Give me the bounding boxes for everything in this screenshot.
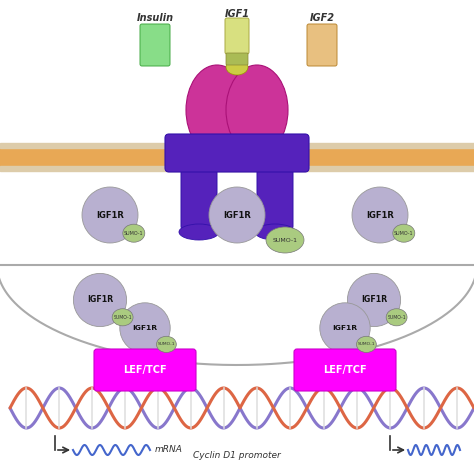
Ellipse shape xyxy=(186,65,248,155)
Bar xyxy=(0,143,474,148)
FancyBboxPatch shape xyxy=(294,349,396,391)
Ellipse shape xyxy=(226,59,248,75)
FancyBboxPatch shape xyxy=(257,167,293,230)
Text: IGF1R: IGF1R xyxy=(223,210,251,219)
Text: IGF1R: IGF1R xyxy=(361,295,387,304)
FancyBboxPatch shape xyxy=(226,53,248,65)
FancyBboxPatch shape xyxy=(140,24,170,66)
Text: SUMO-1: SUMO-1 xyxy=(113,315,132,320)
Text: IGF2: IGF2 xyxy=(310,13,335,23)
Ellipse shape xyxy=(156,336,176,353)
Text: SUMO-1: SUMO-1 xyxy=(387,315,406,320)
Text: SUMO-1: SUMO-1 xyxy=(158,342,175,346)
Ellipse shape xyxy=(393,224,415,242)
Ellipse shape xyxy=(386,309,407,326)
Ellipse shape xyxy=(226,65,288,155)
Circle shape xyxy=(120,303,170,353)
Text: mRNA: mRNA xyxy=(155,446,183,455)
Text: IGF1R: IGF1R xyxy=(132,325,157,331)
Bar xyxy=(0,148,474,166)
FancyBboxPatch shape xyxy=(181,167,217,230)
Circle shape xyxy=(320,303,370,353)
Text: LEF/TCF: LEF/TCF xyxy=(123,365,167,375)
Circle shape xyxy=(209,187,265,243)
Ellipse shape xyxy=(356,336,376,353)
FancyBboxPatch shape xyxy=(165,134,309,172)
FancyBboxPatch shape xyxy=(225,18,249,54)
Text: IGF1R: IGF1R xyxy=(87,295,113,304)
FancyBboxPatch shape xyxy=(94,349,196,391)
Ellipse shape xyxy=(179,224,219,240)
Ellipse shape xyxy=(255,224,295,240)
Circle shape xyxy=(73,273,127,327)
Ellipse shape xyxy=(112,309,133,326)
Text: IGF1: IGF1 xyxy=(225,9,249,19)
Text: IGF1R: IGF1R xyxy=(96,210,124,219)
Circle shape xyxy=(352,187,408,243)
Text: SUMO-1: SUMO-1 xyxy=(273,237,298,243)
Bar xyxy=(0,166,474,171)
Circle shape xyxy=(82,187,138,243)
Circle shape xyxy=(347,273,401,327)
Text: LEF/TCF: LEF/TCF xyxy=(323,365,367,375)
Text: IGF1R: IGF1R xyxy=(332,325,357,331)
Text: SUMO-1: SUMO-1 xyxy=(394,231,414,236)
Text: SUMO-1: SUMO-1 xyxy=(358,342,375,346)
Text: IGF1R: IGF1R xyxy=(366,210,394,219)
Ellipse shape xyxy=(123,224,145,242)
Text: Cyclin D1 promoter: Cyclin D1 promoter xyxy=(193,450,281,459)
Ellipse shape xyxy=(266,227,304,253)
Text: SUMO-1: SUMO-1 xyxy=(124,231,144,236)
FancyBboxPatch shape xyxy=(307,24,337,66)
Text: Insulin: Insulin xyxy=(137,13,173,23)
